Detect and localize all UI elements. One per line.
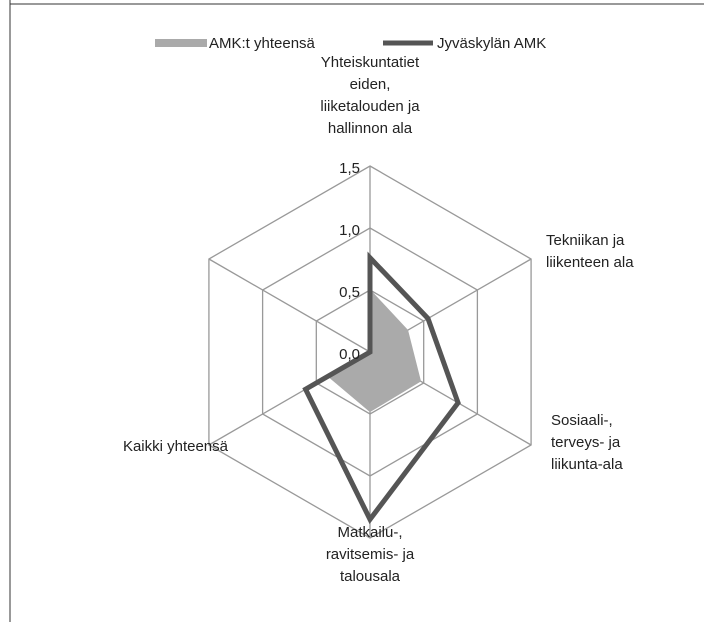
- tick-label: 0,5: [339, 284, 360, 301]
- category-label: Matkailu-, ravitsemis- ja talousala: [325, 524, 415, 585]
- category-label: Sosiaali-, terveys- ja liikunta-ala: [551, 412, 623, 473]
- axis-line: [208, 258, 371, 353]
- legend-label: AMK:t yhteensä: [209, 35, 316, 52]
- legend-label: Jyväskylän AMK: [437, 35, 546, 52]
- tick-label: 1,5: [339, 160, 360, 177]
- tick-label: 0,0: [339, 346, 360, 363]
- category-label: Yhteiskuntatiet eiden, liiketalouden ja …: [320, 54, 420, 137]
- category-label: Tekniikan ja liikenteen ala: [546, 232, 634, 271]
- category-label: Kaikki yhteensä: [122, 438, 228, 455]
- legend-swatch: [155, 39, 207, 47]
- series-shape: [302, 251, 461, 525]
- tick-label: 1,0: [339, 222, 360, 239]
